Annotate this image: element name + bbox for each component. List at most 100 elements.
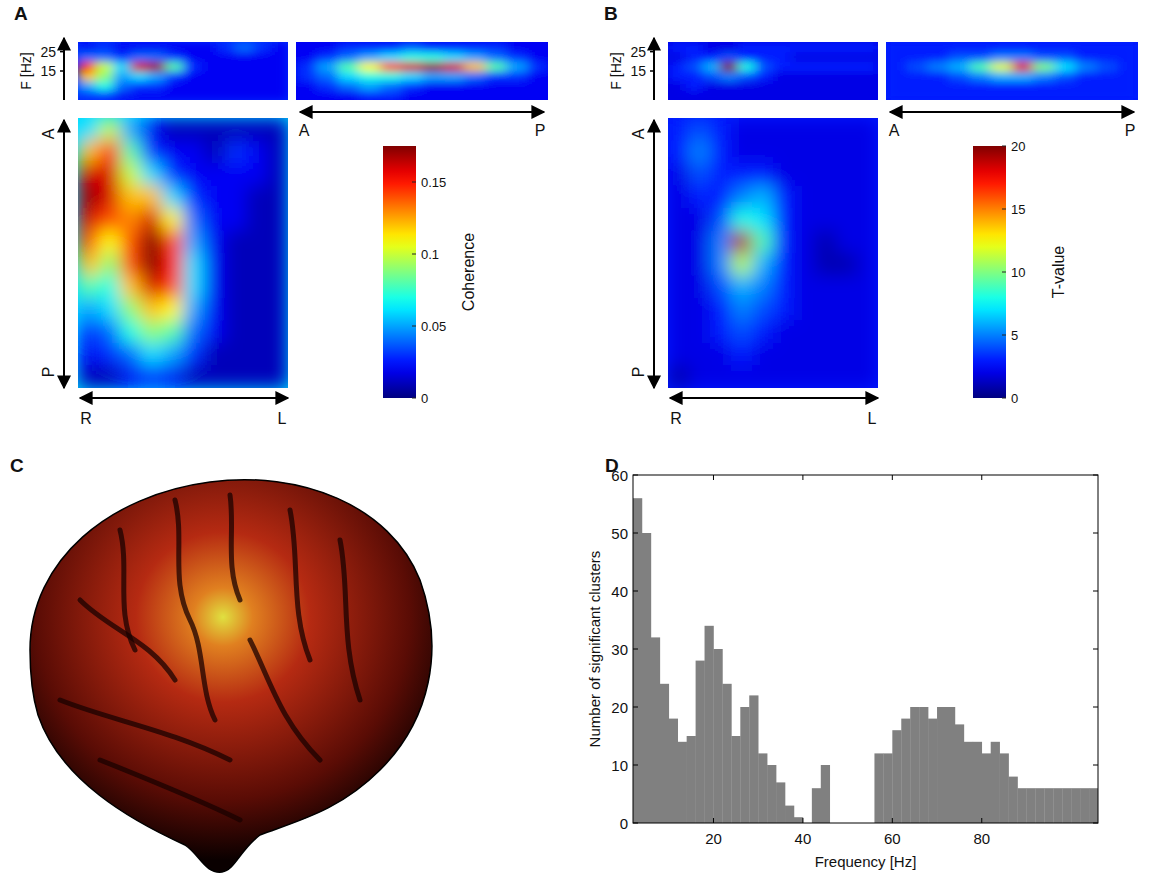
heat-cell <box>815 231 837 254</box>
heat-cell <box>183 81 201 91</box>
heat-cell <box>183 61 201 71</box>
heat-cell <box>78 231 100 254</box>
heat-cell <box>78 90 96 100</box>
heat-cell <box>689 298 711 321</box>
heat-cell <box>928 71 950 81</box>
heat-cell <box>131 90 149 100</box>
heat-cell <box>96 52 114 62</box>
heat-cell <box>296 61 318 71</box>
heat-cell <box>857 231 878 254</box>
histogram-bar <box>705 626 714 823</box>
heat-cell <box>131 42 149 52</box>
heat-cell <box>246 118 268 141</box>
f-tick <box>60 70 64 72</box>
heat-cell <box>317 61 339 71</box>
heat-cell <box>731 141 753 164</box>
histogram-bar <box>901 719 910 823</box>
heat-cell <box>359 61 381 71</box>
heat-cell <box>225 186 247 209</box>
heat-cell <box>668 366 690 389</box>
histogram-bar <box>874 753 883 823</box>
heat-cell <box>815 163 837 186</box>
heat-cell <box>253 42 271 52</box>
heat-cell <box>1096 71 1118 81</box>
heat-cell <box>1054 90 1076 100</box>
heat-cell <box>710 298 732 321</box>
heat-cell <box>78 343 100 366</box>
heat-cell <box>1096 52 1118 62</box>
heat-cell <box>296 71 318 81</box>
f-axis-label: F [Hz] <box>608 52 624 89</box>
heat-cell <box>271 61 289 71</box>
heat-cell <box>225 208 247 231</box>
histogram-bar <box>785 806 794 823</box>
x-tick <box>802 475 803 480</box>
heat-cell <box>401 81 423 91</box>
histogram-bar <box>883 753 892 823</box>
heat-cell <box>886 42 908 52</box>
brain-surface <box>30 480 432 872</box>
heat-cell <box>1117 71 1138 81</box>
heat-cell <box>162 208 184 231</box>
heat-cell <box>141 118 163 141</box>
heat-cell <box>131 52 149 62</box>
heat-cell <box>668 253 690 276</box>
heat-cell <box>815 343 837 366</box>
heat-cell <box>267 298 288 321</box>
axis-arrow <box>63 120 65 388</box>
heat-cell <box>857 366 878 389</box>
heat-cell <box>752 231 774 254</box>
heat-cell <box>731 298 753 321</box>
heat-cell <box>162 118 184 141</box>
heat-cell <box>815 208 837 231</box>
heat-cell <box>826 90 844 100</box>
heat-cell <box>162 343 184 366</box>
heat-cell <box>794 186 816 209</box>
histogram-bar <box>678 742 687 823</box>
y-tick <box>1093 649 1098 650</box>
heat-cell <box>236 90 254 100</box>
colorbar-tick-label: 10 <box>1011 265 1025 280</box>
heat-cell <box>204 208 226 231</box>
heat-cell <box>721 42 739 52</box>
heat-cell <box>668 118 690 141</box>
heat-cell <box>204 298 226 321</box>
heat-cell <box>271 81 289 91</box>
heat-cell <box>78 276 100 299</box>
ap-end-label: P <box>535 122 546 139</box>
heat-cell <box>120 366 142 389</box>
heat-cell <box>836 321 858 344</box>
heat-cell <box>166 90 184 100</box>
heat-cell <box>721 71 739 81</box>
heat-cell <box>668 186 690 209</box>
heat-cell <box>120 163 142 186</box>
heat-cell <box>225 366 247 389</box>
heat-cell <box>267 163 288 186</box>
heat-cell <box>710 163 732 186</box>
heat-cell <box>836 366 858 389</box>
heat-cell <box>236 52 254 62</box>
heat-cell <box>1075 71 1097 81</box>
histogram-bar <box>713 649 722 823</box>
histogram-bar <box>1000 753 1009 823</box>
heat-cell <box>120 298 142 321</box>
heat-cell <box>756 52 774 62</box>
heat-cell <box>141 253 163 276</box>
heat-cell <box>113 90 131 100</box>
rl-end-label: L <box>868 410 877 427</box>
heat-cell <box>506 81 528 91</box>
heat-cell <box>380 42 402 52</box>
heat-cell <box>78 81 96 91</box>
heat-cell <box>253 52 271 62</box>
heat-cell <box>401 71 423 81</box>
heat-cell <box>815 298 837 321</box>
heat-cell <box>148 61 166 71</box>
histogram-bar <box>642 533 651 823</box>
heat-cell <box>148 52 166 62</box>
ap-start-label: A <box>299 122 310 139</box>
heat-cell <box>752 253 774 276</box>
panel-letter: C <box>10 455 24 476</box>
heat-cell <box>689 186 711 209</box>
heat-cell <box>710 343 732 366</box>
heat-cell <box>96 81 114 91</box>
